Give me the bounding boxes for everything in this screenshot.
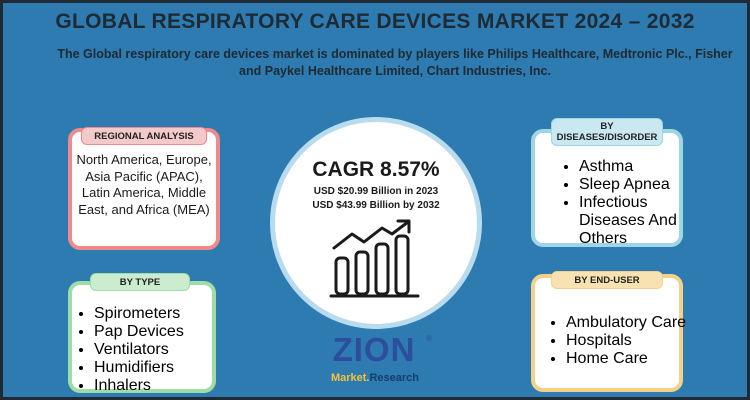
regional-analysis-header: REGIONAL ANALYSIS [81, 127, 207, 145]
list-item: Ambulatory Care [566, 314, 692, 332]
market-value-2023: USD $20.99 Billion in 2023 [313, 186, 439, 197]
end-user-header: BY END-USER [551, 271, 663, 289]
diseases-header: BY DISEASES/DISORDER [551, 118, 663, 146]
list-item: Humidifiers [94, 359, 212, 377]
regional-analysis-text: North America, Europe, Asia Pacific (APA… [76, 152, 212, 217]
list-item: Home Care [566, 350, 692, 368]
end-user-list: Ambulatory Care Hospitals Home Care [552, 314, 692, 368]
zion-logo: ZION [332, 331, 416, 368]
registered-mark: ® [426, 334, 432, 343]
list-item: Spirometers [94, 305, 212, 323]
cagr-value: CAGR 8.57% [312, 158, 440, 181]
list-item: Asthma [579, 158, 679, 176]
logo-research-text: Research [369, 372, 420, 384]
growth-chart-icon [329, 219, 420, 298]
diseases-list: Asthma Sleep Apnea Infectious Diseases A… [563, 158, 679, 248]
logo-market-text: Market. [330, 372, 370, 384]
type-card [68, 281, 216, 393]
list-item: Pap Devices [94, 323, 212, 341]
list-item: Inhalers [94, 377, 212, 395]
logo-subtext: Market.Research [312, 372, 438, 384]
type-header: BY TYPE [90, 273, 190, 291]
page-subtitle: The Global respiratory care devices mark… [57, 47, 733, 78]
list-item: Ventilators [94, 341, 212, 359]
list-item: Sleep Apnea [579, 176, 679, 194]
list-item: Hospitals [566, 332, 692, 350]
market-value-2032: USD $43.99 Billion by 2032 [312, 200, 440, 211]
type-list: Spirometers Pap Devices Ventilators Humi… [80, 305, 212, 395]
page-title: GLOBAL RESPIRATORY CARE DEVICES MARKET 2… [55, 10, 695, 33]
list-item: Infectious Diseases And Others [579, 194, 679, 248]
